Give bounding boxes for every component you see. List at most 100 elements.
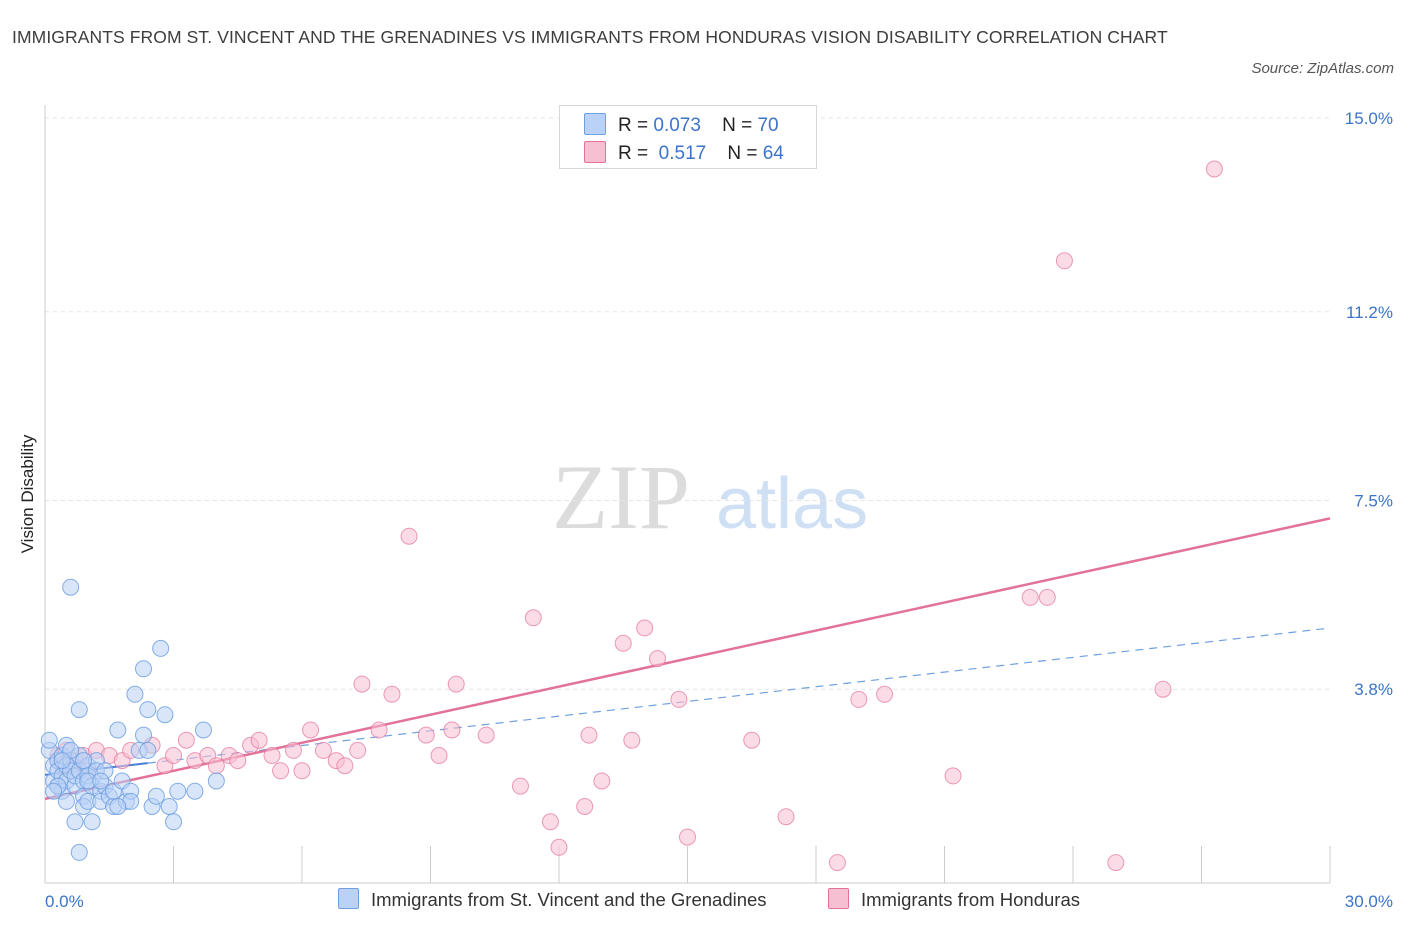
pink-swatch-icon (828, 888, 849, 909)
x-tick-label: 30.0% (1345, 892, 1393, 911)
point-honduras (623, 731, 641, 749)
point-honduras (314, 741, 332, 759)
point-st-vincent (92, 772, 110, 790)
point-honduras (349, 741, 367, 759)
chart-title: IMMIGRANTS FROM ST. VINCENT AND THE GREN… (12, 27, 1168, 47)
n-value-blue: 70 (757, 115, 779, 136)
legend-row-blue: R = 0.073 N = 70 (584, 113, 779, 136)
point-honduras (443, 721, 461, 739)
point-honduras (670, 690, 688, 708)
point-st-vincent (207, 772, 225, 790)
point-st-vincent (147, 787, 165, 805)
point-st-vincent (45, 782, 63, 800)
point-st-vincent (70, 701, 88, 719)
point-honduras (272, 762, 290, 780)
point-honduras (850, 690, 868, 708)
point-honduras (477, 726, 495, 744)
point-honduras (550, 838, 568, 856)
point-st-vincent (156, 706, 174, 724)
point-honduras (743, 731, 761, 749)
point-honduras (1154, 680, 1172, 698)
point-st-vincent (70, 843, 88, 861)
point-st-vincent (169, 782, 187, 800)
source-label: Source: ZipAtlas.com (1251, 60, 1394, 77)
point-st-vincent (40, 731, 58, 749)
point-honduras (777, 808, 795, 826)
point-honduras (593, 772, 611, 790)
point-honduras (679, 828, 696, 846)
point-honduras (1107, 854, 1125, 872)
r-value-blue: 0.073 (653, 115, 701, 136)
watermark-zip: ZIP (552, 446, 690, 548)
point-honduras (828, 854, 846, 872)
x-tick-label: 0.0% (45, 892, 84, 911)
point-honduras (1021, 588, 1039, 606)
point-honduras (614, 634, 632, 652)
legend-item-honduras: Immigrants from Honduras (828, 888, 1080, 911)
point-honduras (524, 609, 542, 627)
r-value-pink: 0.517 (658, 143, 707, 164)
grid-lines (45, 117, 1330, 690)
point-honduras (1038, 588, 1056, 606)
point-honduras (1205, 160, 1223, 178)
point-st-vincent (62, 578, 80, 596)
point-honduras (447, 675, 465, 693)
y-tick-label: 11.2% (1346, 303, 1393, 322)
point-honduras (430, 747, 448, 764)
n-value-pink: 64 (762, 143, 784, 164)
point-st-vincent (66, 813, 84, 831)
point-honduras (177, 731, 195, 749)
point-st-vincent (126, 685, 144, 703)
point-honduras (576, 798, 594, 815)
point-honduras (165, 747, 182, 764)
legend-item-st-vincent: Immigrants from St. Vincent and the Gren… (338, 888, 767, 911)
y-tick-label: 3.8% (1354, 680, 1393, 699)
point-honduras (284, 741, 302, 759)
point-honduras (511, 777, 529, 795)
point-st-vincent (109, 721, 127, 739)
point-st-vincent (57, 792, 75, 810)
point-honduras (400, 527, 418, 545)
blue-swatch-icon (584, 113, 606, 135)
point-st-vincent (139, 741, 157, 759)
y-tick-label: 15.0% (1345, 109, 1393, 128)
point-st-vincent (186, 782, 204, 800)
trend-line-honduras (44, 517, 1331, 801)
point-st-vincent (83, 813, 101, 831)
point-honduras (353, 675, 371, 693)
stats-legend: R = 0.073 N = 70 R = 0.517 N = 64 (559, 105, 817, 169)
data-points (40, 160, 1223, 872)
point-st-vincent (135, 660, 153, 678)
y-tick-label: 7.5% (1354, 492, 1393, 511)
point-honduras (336, 757, 354, 775)
point-honduras (302, 721, 320, 739)
tick-labels: 3.8% 7.5% 11.2% 15.0% 0.0% 30.0% (45, 109, 1393, 911)
point-st-vincent (165, 813, 182, 831)
point-honduras (229, 752, 247, 770)
point-st-vincent (160, 798, 178, 815)
point-honduras (207, 757, 225, 775)
point-st-vincent (53, 752, 71, 770)
point-honduras (417, 726, 435, 744)
point-st-vincent (152, 639, 170, 657)
point-honduras (541, 813, 559, 831)
point-honduras (649, 650, 667, 668)
point-st-vincent (194, 721, 212, 739)
point-honduras (263, 747, 281, 764)
point-st-vincent (139, 701, 157, 719)
point-honduras (636, 619, 654, 637)
point-st-vincent (109, 798, 127, 815)
pink-swatch-icon (584, 141, 606, 163)
legend-row-pink: R = 0.517 N = 64 (584, 141, 784, 164)
point-honduras (876, 685, 894, 703)
watermark-atlas: atlas (716, 464, 868, 544)
trend-line-st-vincent-dashed (147, 627, 1331, 764)
point-st-vincent (135, 726, 153, 744)
point-st-vincent (75, 752, 93, 770)
point-honduras (1055, 252, 1073, 270)
point-honduras (250, 731, 268, 749)
point-honduras (293, 762, 311, 780)
point-honduras (944, 767, 962, 785)
point-honduras (370, 721, 388, 739)
